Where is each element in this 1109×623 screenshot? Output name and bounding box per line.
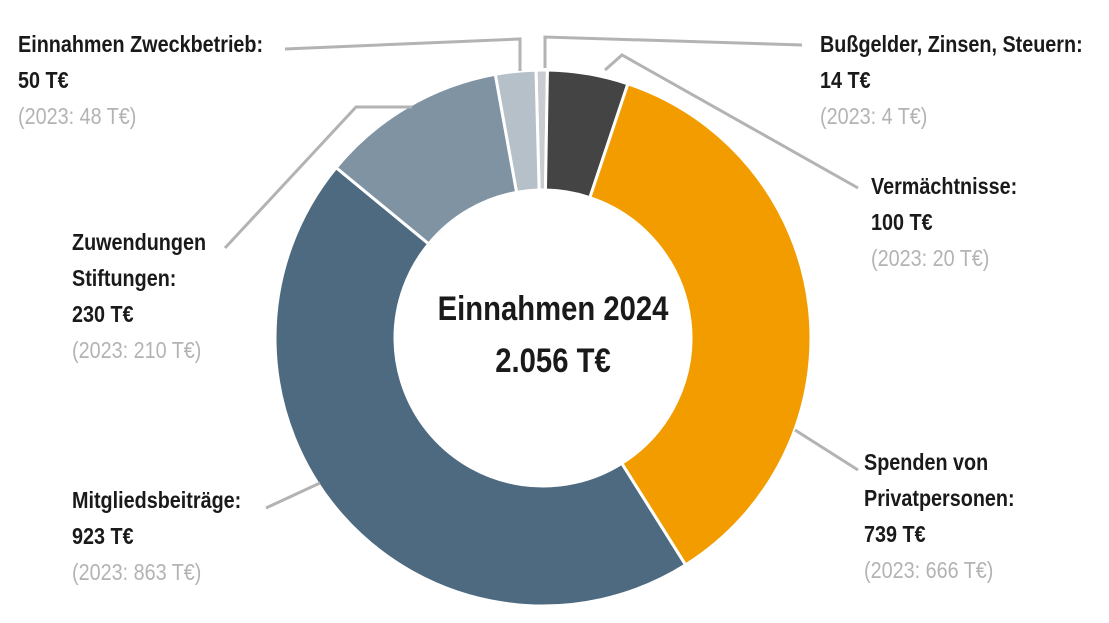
slice-value: 100 T€ [871, 209, 933, 235]
center-title: Einnahmen 2024 [437, 290, 669, 328]
leader-line-zweckbetrieb [284, 37, 522, 71]
slice-name-line1: Zuwendungen [72, 229, 207, 255]
label-zweckbetrieb: Einnahmen Zweckbetrieb: 50 T€ (2023: 48 … [18, 26, 303, 134]
slice-name-line2: Privatpersonen: [864, 485, 1015, 511]
leader-line-bussgelder [543, 35, 803, 68]
slice-name: Bußgelder, Zinsen, Steuern: [820, 31, 1083, 57]
label-spenden: Spenden von Privatpersonen: 739 T€ (2023… [864, 444, 1039, 588]
leader-line-spenden [794, 428, 859, 472]
slice-name-line2: Stiftungen: [72, 265, 177, 291]
donut-hole [395, 190, 691, 486]
slice-value: 923 T€ [72, 523, 134, 549]
leader-line-mitglieds [265, 481, 321, 510]
center-total: 2.056 T€ [495, 342, 611, 380]
label-bussgelder: Bußgelder, Zinsen, Steuern: 14 T€ (2023:… [820, 26, 1109, 134]
slice-prev-year: (2023: 666 T€) [864, 557, 994, 583]
leader-lines [223, 35, 859, 510]
label-zuwendungen: Zuwendungen Stiftungen: 230 T€ (2023: 21… [72, 224, 228, 368]
slice-value: 230 T€ [72, 301, 134, 327]
leader-line-vermaechtnisse [604, 53, 859, 190]
slice-name: Mitgliedsbeiträge: [72, 487, 242, 513]
label-mitglieds: Mitgliedsbeiträge: 923 T€ (2023: 863 T€) [72, 482, 269, 590]
donut-slices [273, 68, 813, 608]
slice-name: Vermächtnisse: [871, 173, 1018, 199]
slice-value: 14 T€ [820, 67, 871, 93]
slice-prev-year: (2023: 4 T€) [820, 103, 928, 129]
slice-value: 739 T€ [864, 521, 926, 547]
donut-slice-2 [587, 81, 813, 567]
slice-prev-year: (2023: 48 T€) [18, 103, 137, 129]
slice-prev-year: (2023: 20 T€) [871, 245, 990, 271]
leader-line-zuwendungen [223, 105, 412, 250]
slice-value: 50 T€ [18, 67, 69, 93]
slice-prev-year: (2023: 210 T€) [72, 337, 202, 363]
slice-prev-year: (2023: 863 T€) [72, 559, 202, 585]
slice-name: Einnahmen Zweckbetrieb: [18, 31, 264, 57]
slice-name-line1: Spenden von [864, 449, 989, 475]
label-vermaechtnisse: Vermächtnisse: 100 T€ (2023: 20 T€) [871, 168, 1041, 276]
